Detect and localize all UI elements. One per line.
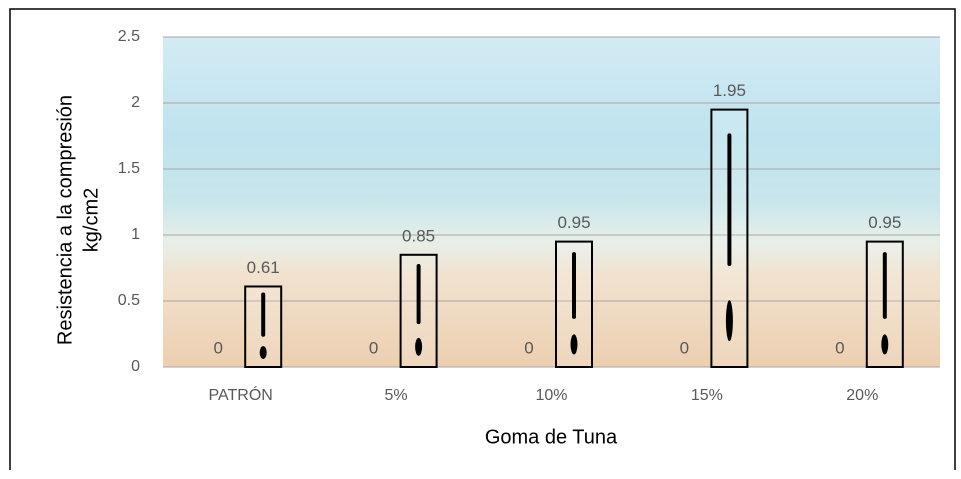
bar-decoration <box>570 334 578 355</box>
value-label: 0.95 <box>868 213 901 232</box>
x-tick-label: 5% <box>385 387 408 404</box>
x-tick-label: 10% <box>535 387 567 404</box>
plot-background <box>163 37 940 367</box>
y-tick-label: 1.5 <box>118 160 140 177</box>
y-tick-label: 2 <box>131 94 140 111</box>
value-label: 0 <box>369 338 378 357</box>
bar-decoration <box>415 337 423 356</box>
y-axis-title: Resistencia a la compresión <box>54 95 76 345</box>
x-tick-label: PATRÓN <box>209 385 273 404</box>
value-label: 0.85 <box>402 226 435 245</box>
x-axis-title: Goma de Tuna <box>485 426 618 448</box>
chart-border <box>9 8 956 470</box>
x-tick-label: 20% <box>846 387 878 404</box>
value-label: 0.61 <box>247 258 280 277</box>
value-label: 0.95 <box>557 213 590 232</box>
y-tick-label: 0.5 <box>118 292 140 309</box>
value-label: 0 <box>524 338 533 357</box>
bar-decoration <box>725 300 733 342</box>
value-label: 0 <box>680 338 689 357</box>
bar-decoration <box>259 346 267 359</box>
value-label: 0 <box>213 338 222 357</box>
y-tick-label: 1 <box>131 226 140 243</box>
value-label: 0 <box>835 338 844 357</box>
y-tick-label: 2.5 <box>118 28 140 45</box>
bar-decoration <box>881 334 889 355</box>
value-label: 1.95 <box>713 81 746 100</box>
y-tick-label: 0 <box>131 358 140 375</box>
y-axis-title: kg/cm2 <box>80 188 102 252</box>
x-tick-label: 15% <box>691 387 723 404</box>
